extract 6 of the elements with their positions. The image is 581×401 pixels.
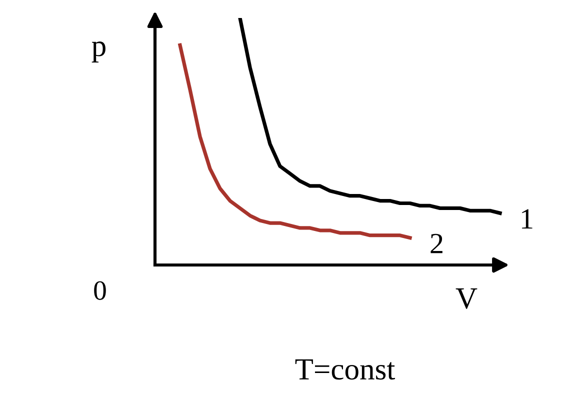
x-axis-title: V [456,288,478,309]
text: T=const [295,359,396,380]
series-label: 2 [430,234,442,254]
series-label: 1 [522,209,532,228]
y-axis-title: p [92,42,106,62]
text: 0 [94,281,106,300]
